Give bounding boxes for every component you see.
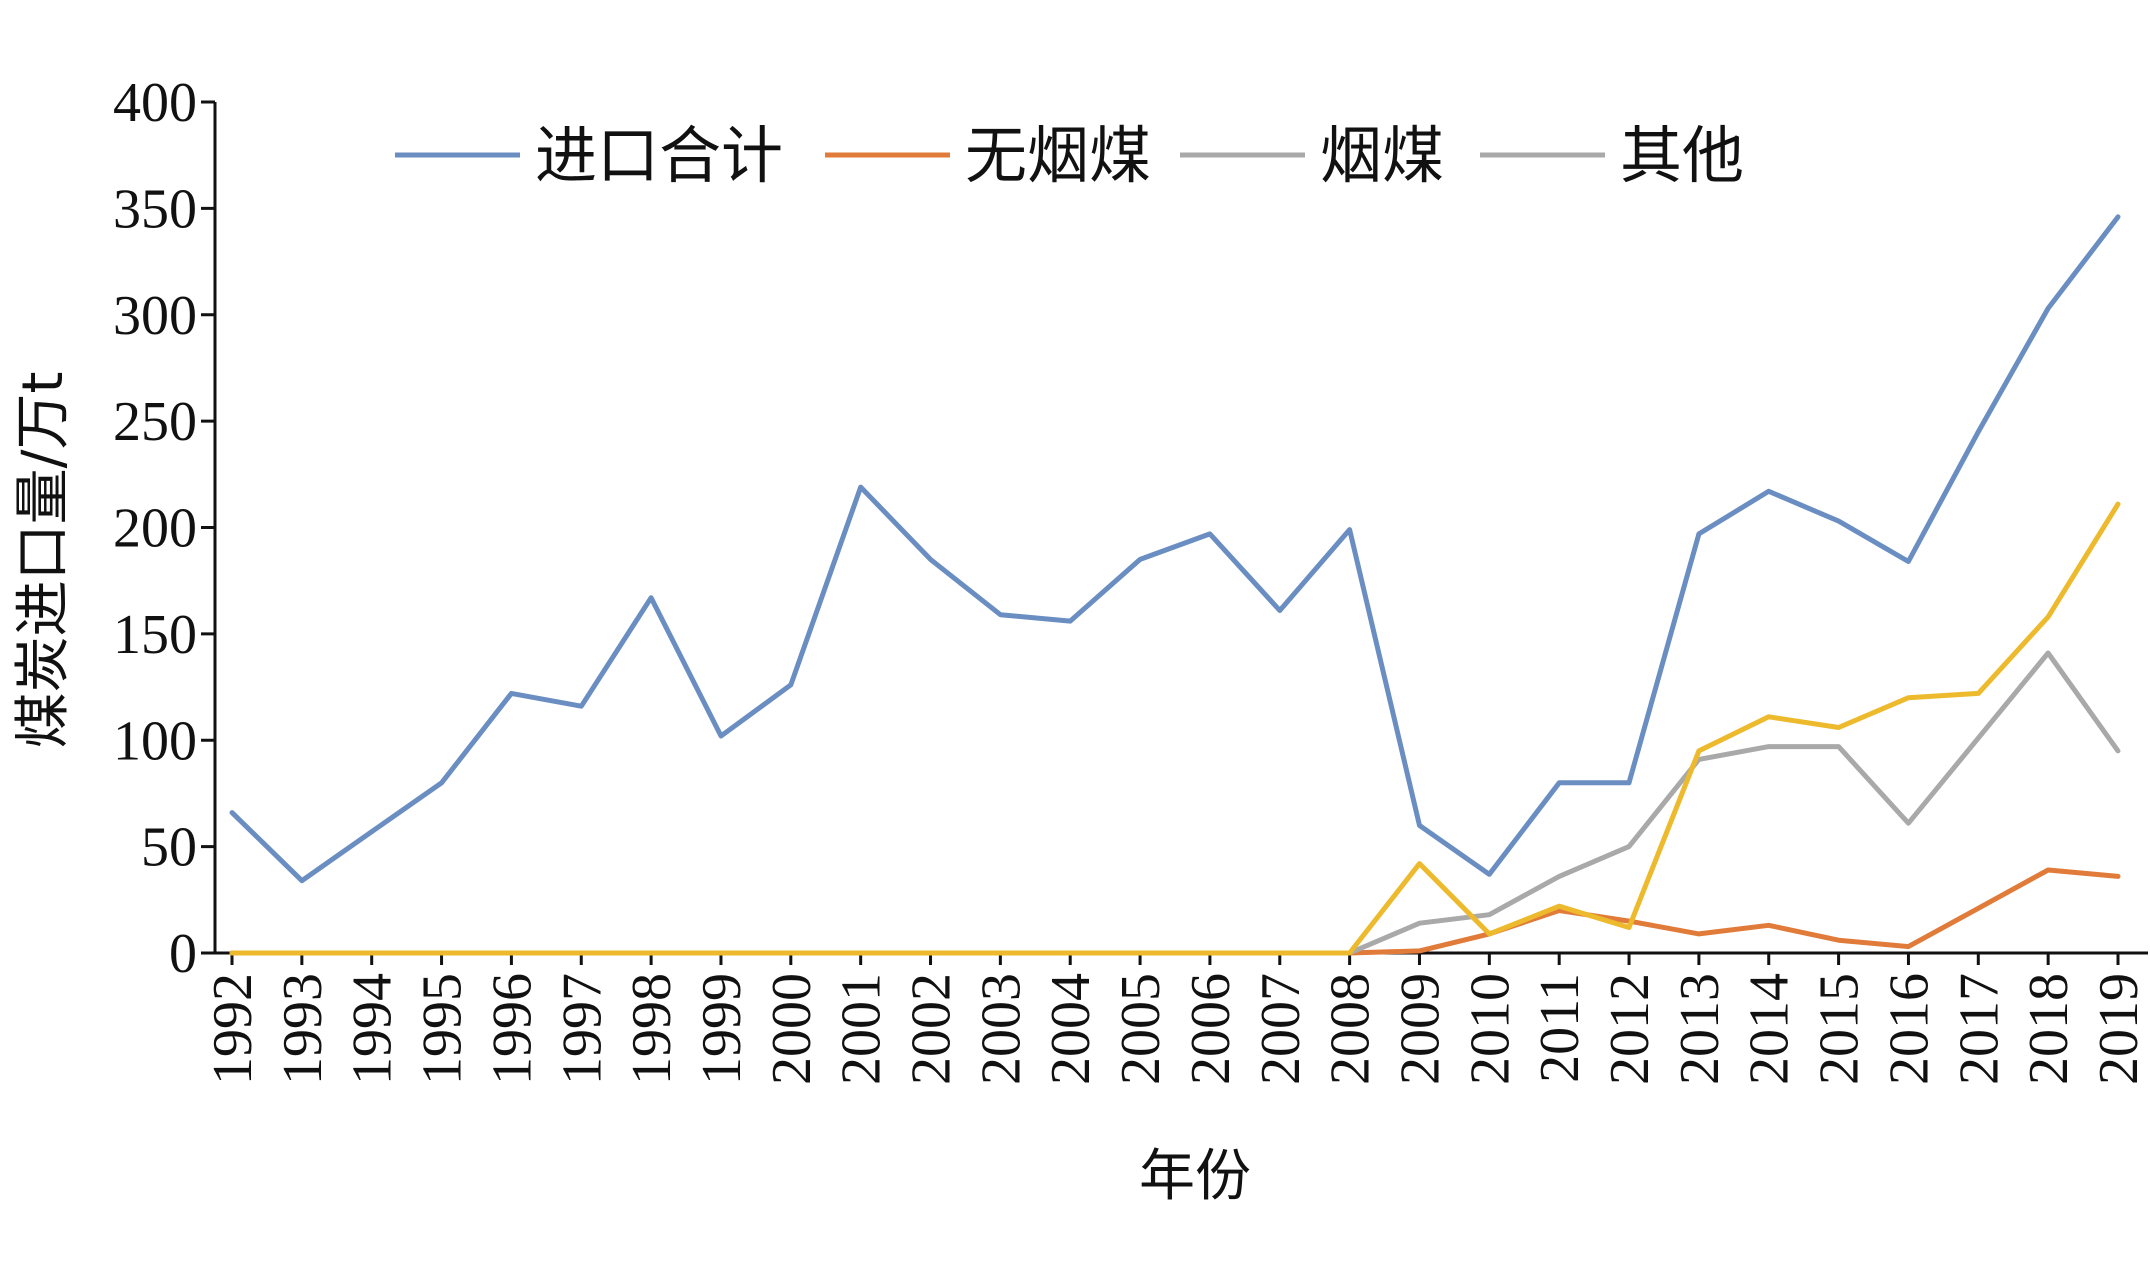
x-tick-label: 1994 <box>342 973 404 1085</box>
series-lines <box>229 214 2121 956</box>
y-axis-title: 煤炭进口量/万t <box>11 372 76 749</box>
x-tick-label: 2005 <box>1110 973 1172 1085</box>
y-tick-label: 350 <box>113 178 197 240</box>
series-line <box>229 867 2121 956</box>
x-tick-label: 2003 <box>970 973 1032 1085</box>
x-tick-label: 2004 <box>1040 973 1102 1085</box>
x-tick-label: 1999 <box>691 973 753 1085</box>
x-tick-label: 2007 <box>1250 973 1312 1085</box>
x-tick-label: 2014 <box>1739 973 1801 1085</box>
y-tick-label: 250 <box>113 391 197 453</box>
x-tick-label: 1992 <box>202 973 264 1085</box>
x-tick-label: 2016 <box>1878 973 1940 1085</box>
x-tick-label: 2002 <box>901 973 963 1085</box>
x-tick-label: 2017 <box>1948 973 2010 1085</box>
series-line <box>229 501 2121 956</box>
series-line <box>229 214 2121 884</box>
x-tick-label: 1996 <box>481 973 543 1085</box>
x-axis-title: 年份 <box>1139 1144 1251 1209</box>
legend-label: 进口合计 <box>535 119 783 192</box>
x-tick-label: 1993 <box>272 973 334 1085</box>
y-tick-label: 150 <box>113 604 197 666</box>
x-tick-label: 2001 <box>831 973 893 1085</box>
x-tick-label: 2006 <box>1180 973 1242 1085</box>
x-tick-label: 2018 <box>2018 973 2080 1085</box>
x-tick-label: 2000 <box>761 973 823 1085</box>
legend-label: 烟煤 <box>1320 119 1444 192</box>
y-tick-label: 50 <box>141 817 197 879</box>
x-tick-label: 2019 <box>2088 973 2150 1085</box>
x-tick-label: 2010 <box>1459 973 1521 1085</box>
series-line <box>229 650 2121 956</box>
x-tick-label: 2012 <box>1599 973 1661 1085</box>
x-ticks: 1992 1993 1994 1995 1996 1997 1998 1999 2000 2001… <box>202 953 2150 1085</box>
y-tick-label: 0 <box>169 923 197 985</box>
legend-label: 无烟煤 <box>965 119 1151 192</box>
legend-label: 其他 <box>1620 119 1744 192</box>
x-tick-label: 1998 <box>621 973 683 1085</box>
legend: 进口合计 无烟煤 烟煤 其他 <box>395 119 1744 192</box>
x-tick-label: 1997 <box>551 973 613 1085</box>
axes <box>213 102 2148 955</box>
x-tick-label: 2011 <box>1529 973 1591 1083</box>
y-tick-label: 300 <box>113 285 197 347</box>
y-ticks: 0 50 100 150 200 250 300 350 400 <box>113 72 215 985</box>
x-tick-label: 2009 <box>1389 973 1451 1085</box>
x-tick-label: 2013 <box>1669 973 1731 1085</box>
y-tick-label: 100 <box>113 710 197 772</box>
x-tick-label: 2015 <box>1809 973 1871 1085</box>
x-tick-label: 1995 <box>412 973 474 1085</box>
x-tick-label: 2008 <box>1320 973 1382 1085</box>
y-tick-label: 200 <box>113 498 197 560</box>
y-tick-label: 400 <box>113 72 197 134</box>
